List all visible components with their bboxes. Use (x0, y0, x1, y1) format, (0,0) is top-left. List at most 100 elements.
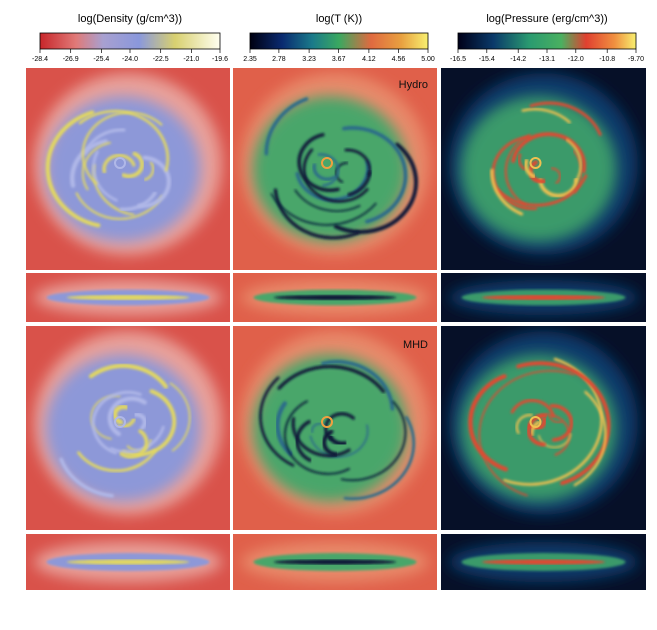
filament (102, 153, 136, 174)
image-panel (233, 68, 437, 270)
filament (340, 400, 407, 482)
tick-label: 4.12 (362, 56, 376, 63)
colorbar (457, 32, 637, 50)
tick-label: -15.4 (479, 56, 495, 63)
filament (347, 170, 372, 197)
filament (275, 401, 294, 457)
filament (529, 101, 602, 136)
filament (312, 163, 336, 181)
colorbar (39, 32, 221, 50)
image-panel (26, 326, 230, 530)
filament (59, 457, 114, 498)
panel-label: MHD (403, 339, 428, 351)
core (529, 157, 542, 169)
filament (295, 420, 312, 462)
filament (270, 193, 377, 226)
image-panel (233, 273, 437, 322)
colorbar (249, 32, 429, 50)
tick-label: -9.70 (628, 56, 644, 63)
filament (495, 174, 588, 207)
filament (109, 425, 165, 454)
core (114, 416, 126, 428)
tick-label: -22.5 (153, 56, 169, 63)
image-panel (26, 534, 230, 590)
tick-label: -26.9 (63, 56, 79, 63)
filament (529, 420, 541, 437)
filament (88, 363, 168, 389)
filament (81, 111, 163, 185)
filament (516, 361, 611, 486)
filament (573, 390, 607, 487)
filament (133, 412, 148, 431)
filament (302, 148, 369, 203)
tick-label: -25.4 (93, 56, 109, 63)
tick-label: -14.2 (510, 56, 526, 63)
filament (107, 396, 147, 437)
filament (322, 429, 338, 457)
core (321, 157, 333, 169)
tick-label: 3.67 (332, 56, 346, 63)
panel-label: Hydro (399, 79, 428, 91)
filament (517, 153, 527, 171)
core (321, 416, 333, 428)
tick-label: -12.0 (568, 56, 584, 63)
filament (549, 404, 574, 442)
filament (70, 139, 108, 188)
tick-label: -28.4 (32, 56, 48, 63)
filament (321, 360, 395, 411)
filament (490, 168, 524, 216)
filament (523, 158, 536, 179)
filament (92, 150, 118, 202)
tick-label: 2.35 (243, 56, 257, 63)
filament (478, 370, 575, 497)
tick-label: 5.00 (421, 56, 435, 63)
filament (291, 417, 351, 458)
midplane (273, 295, 397, 300)
filament (342, 126, 408, 224)
image-panel (26, 68, 230, 270)
tick-label: -19.6 (212, 56, 228, 63)
filament (468, 374, 508, 472)
filament (317, 153, 340, 187)
filament (538, 433, 572, 449)
filament (75, 192, 164, 220)
core (114, 157, 126, 169)
tick-label: 3.23 (302, 56, 316, 63)
disk (45, 96, 201, 242)
tick-label: 4.56 (392, 56, 406, 63)
filament (91, 391, 142, 455)
midplane (66, 559, 190, 565)
midplane (273, 559, 397, 565)
filament (119, 429, 149, 459)
filament (295, 159, 370, 202)
tick-label: -16.5 (450, 56, 466, 63)
image-panel (441, 273, 646, 322)
filament (548, 414, 563, 424)
filament (81, 141, 111, 191)
colorbar-title: log(Density (g/cm^3)) (78, 13, 182, 25)
filament (137, 155, 171, 208)
panels (26, 68, 646, 590)
filament (77, 449, 157, 473)
filament (297, 133, 340, 192)
filament (284, 400, 350, 475)
filament (504, 134, 531, 207)
filament (565, 138, 582, 183)
image-panel (441, 68, 646, 270)
filament (527, 416, 547, 431)
filament (335, 161, 349, 183)
image-panel (441, 534, 646, 590)
core (529, 416, 542, 428)
tick-label: -21.0 (183, 56, 199, 63)
midplane (482, 295, 605, 300)
tick-label: -24.0 (122, 56, 138, 63)
colorbar-title: log(Pressure (erg/cm^3)) (486, 13, 607, 25)
filament (521, 107, 571, 124)
filament (343, 415, 416, 500)
midplane (66, 295, 190, 300)
filament (277, 364, 386, 393)
disk (460, 96, 617, 242)
filament (344, 148, 372, 177)
